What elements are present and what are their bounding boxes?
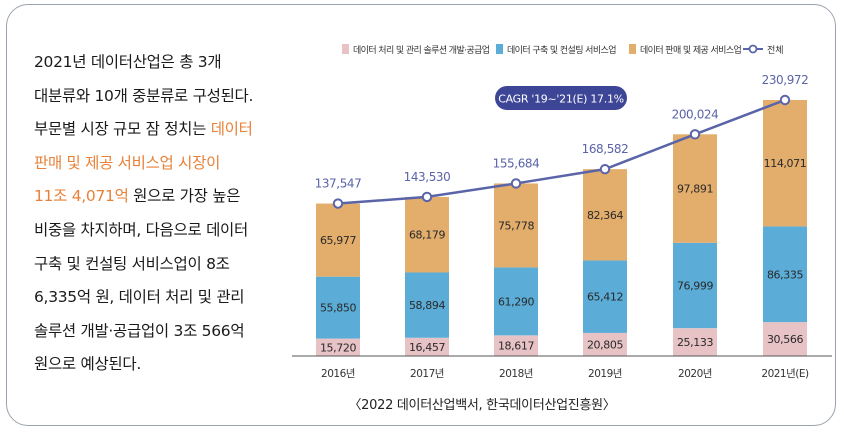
bar-segment-processing	[583, 332, 627, 356]
description-line: 구축 및 컨설팅 서비스업이 8조	[34, 248, 296, 282]
x-tick-label: 2021년(E)	[761, 368, 809, 380]
total-value-label: 168,582	[582, 142, 629, 156]
cagr-annotation: CAGR '19~'21(E) 17.1%	[495, 86, 627, 110]
legend-point-marker	[748, 44, 758, 54]
data-label-building: 86,335	[767, 268, 803, 281]
total-value-label: 230,972	[762, 73, 809, 87]
data-label-building: 76,999	[677, 279, 713, 292]
data-label-building: 61,290	[498, 295, 534, 308]
description-line: 대분류와 10개 중분류로 구성된다.	[34, 80, 296, 114]
cagr-label: CAGR '19~'21(E) 17.1%	[498, 93, 624, 106]
legend-swatch-processing	[342, 44, 349, 54]
legend-label: 데이터 판매 및 제공 서비스업	[640, 44, 742, 56]
stacked-bars: 15,720 55,850 65,977 16,457 58,894 68,179 18,6…	[316, 100, 807, 356]
bar-segment-processing	[763, 322, 807, 356]
bar-segment-building	[673, 242, 717, 329]
bar-segment-building	[494, 267, 538, 336]
bar-segment-building	[583, 260, 627, 333]
legend-label: 데이터 처리 및 관리 솔루션 개발·공급업	[353, 44, 490, 56]
data-label-processing: 20,805	[587, 338, 623, 351]
data-label-processing: 30,566	[767, 333, 803, 346]
x-axis: 2016년 2017년 2018년 2019년 2020년 2021년(E)	[292, 355, 832, 380]
bar-segment-building	[763, 226, 807, 323]
legend-label: 전체	[767, 45, 784, 56]
data-label-sales: 75,778	[498, 219, 534, 232]
total-point	[510, 178, 522, 189]
total-point	[779, 94, 791, 106]
data-label-processing: 18,617	[498, 340, 534, 353]
body-text: 원으로 가장 높은	[128, 187, 241, 206]
description-line: 부문별 시장 규모 잠 정치는 데이터	[34, 113, 296, 147]
bar-segment-sales	[583, 169, 627, 261]
body-text: 구축 및 컨설팅 서비스업이 8조	[34, 254, 230, 273]
source-caption: 〈2022 데이터산업백서, 한국데이터산업진흥원〉	[348, 398, 616, 413]
total-value-label: 200,024	[672, 107, 719, 121]
x-tick-label: 2020년	[678, 368, 712, 380]
data-label-sales: 97,891	[677, 183, 713, 196]
bar-segment-processing	[494, 335, 538, 356]
legend-label: 데이터 구축 및 컨설팅 서비스업	[507, 44, 616, 56]
total-point	[421, 191, 433, 203]
total-point	[599, 163, 611, 175]
total-value-label: 137,547	[315, 177, 362, 191]
highlight-text: 11조 4,071억	[34, 187, 129, 206]
x-tick-label: 2018년	[499, 368, 533, 380]
data-label-sales: 65,977	[320, 234, 356, 247]
bar-segment-building	[405, 272, 449, 338]
body-text: 6,335억 원, 데이터 처리 및 관리	[34, 288, 245, 307]
legend-swatch-building	[496, 44, 503, 54]
cagr-badge	[495, 86, 627, 110]
total-point	[332, 198, 344, 209]
bar-segment-sales	[494, 183, 538, 268]
data-label-processing: 25,133	[677, 336, 713, 349]
bar-segment-processing	[316, 338, 360, 356]
highlight-text: 데이터	[210, 120, 253, 139]
bar-segment-sales	[763, 100, 807, 227]
description-line: 솔루션 개발·공급업이 3조 566억	[34, 315, 296, 349]
description-line: 2021년 데이터산업은 총 3개	[34, 46, 296, 80]
data-label-sales: 68,179	[409, 229, 445, 242]
body-text: 원으로 예상된다.	[34, 355, 141, 374]
body-text: 2021년 데이터산업은 총 3개	[34, 53, 222, 71]
total-value-label: 155,684	[493, 156, 540, 170]
bar-segment-sales	[405, 196, 449, 273]
bar-segment-processing	[673, 328, 717, 356]
bar-segment-sales	[316, 203, 360, 277]
description-line: 판매 및 제공 서비스업 시장이	[34, 147, 296, 181]
chart-legend: 데이터 처리 및 관리 솔루션 개발·공급업 데이터 구축 및 컨설팅 서비스업 데…	[342, 44, 784, 56]
bar-segment-sales	[673, 134, 717, 243]
total-value-label: 143,530	[404, 170, 451, 184]
body-text: 부문별 시장 규모 잠 정치는	[34, 120, 211, 139]
data-label-building: 55,850	[320, 302, 356, 315]
data-label-sales: 82,364	[587, 209, 623, 222]
bar-segment-building	[316, 276, 360, 339]
body-text: 대분류와 10개 중분류로 구성된다.	[34, 86, 254, 105]
data-label-processing: 15,720	[320, 341, 356, 354]
x-tick-label: 2019년	[588, 368, 622, 380]
x-tick-label: 2016년	[321, 368, 355, 380]
data-label-building: 58,894	[409, 299, 445, 312]
description-line: 원으로 예상된다.	[34, 348, 296, 382]
highlight-text: 판매 및 제공 서비스업 시장이	[34, 153, 221, 172]
data-label-sales: 114,071	[764, 157, 807, 170]
data-label-processing: 16,457	[409, 341, 445, 354]
data-label-building: 65,412	[587, 291, 623, 304]
total-point	[689, 129, 701, 140]
description-line: 비중을 차지하며, 다음으로 데이터	[34, 214, 296, 248]
total-line	[337, 98, 786, 205]
description-line: 11조 4,071억 원으로 가장 높은	[34, 180, 296, 214]
body-text: 비중을 차지하며, 다음으로 데이터	[34, 220, 248, 239]
x-tick-label: 2017년	[410, 368, 444, 380]
legend-swatch-sales	[629, 44, 636, 54]
total-line-series: 137,547 143,530 155,684 168,582 200,024 230,9…	[315, 73, 809, 209]
bar-segment-processing	[405, 337, 449, 356]
description-line: 6,335억 원, 데이터 처리 및 관리	[34, 281, 296, 315]
body-text: 솔루션 개발·공급업이 3조 566억	[34, 321, 245, 340]
